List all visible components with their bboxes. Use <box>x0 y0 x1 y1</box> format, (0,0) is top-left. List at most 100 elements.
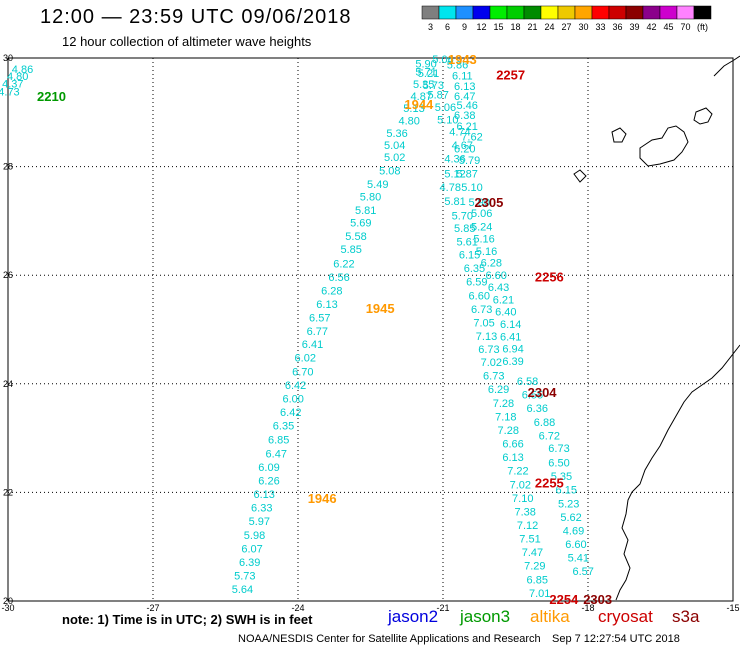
map-grid <box>7 57 734 602</box>
wave-height-value: 6.47 <box>454 91 475 103</box>
wave-height-value: 6.14 <box>500 319 521 331</box>
wave-height-value: 5.16 <box>476 246 497 258</box>
wave-height-value: 7.13 <box>476 331 497 343</box>
colorbar-label: 45 <box>663 22 673 32</box>
axes: -30 -27 -24 -21 -18 -15 20 22 24 26 28 30 <box>1 53 739 613</box>
wave-height-value: 7.12 <box>517 520 538 532</box>
colorbar-swatch <box>625 5 644 20</box>
wave-height-value: 6.21 <box>456 121 477 133</box>
x-tick-label: -15 <box>726 603 739 613</box>
y-tick-label: 28 <box>3 162 13 172</box>
colorbar-label: 3 <box>428 22 433 32</box>
wave-height-value: 5.06 <box>432 54 453 66</box>
track-time-label: 2305 <box>474 195 503 210</box>
track-time-label: 2254 <box>549 592 579 607</box>
x-tick-label: -24 <box>291 603 304 613</box>
wave-height-value: 5.10 <box>461 182 482 194</box>
wave-height-value: 5.85 <box>340 244 361 256</box>
wave-height-value: 4.69 <box>563 525 584 537</box>
wave-height-value: 5.16 <box>473 233 494 245</box>
wave-height-value: 6.58 <box>517 376 538 388</box>
wave-height-value: 4.37 <box>2 79 23 91</box>
wave-height-value: 5.73 <box>423 80 444 92</box>
colorbar-swatch <box>523 5 542 20</box>
wave-height-value: 6.60 <box>469 290 490 302</box>
wave-height-value: 7.47 <box>522 547 543 559</box>
y-tick-label: 26 <box>3 270 13 280</box>
track-time-label: 2256 <box>535 269 564 284</box>
wave-height-value: 6.13 <box>316 299 337 311</box>
wave-height-value: 4.74 <box>449 126 470 138</box>
wave-height-value: 7.02 <box>481 357 502 369</box>
canary-island-2 <box>693 107 713 125</box>
track-time-labels: 2210 1943 1945 1946 2257 2256 2255 2254 2305 2304… <box>37 52 612 607</box>
track-time-label: 1944 <box>404 97 434 112</box>
wave-height-value: 5.80 <box>360 191 381 203</box>
wave-height-value: 6.21 <box>493 295 514 307</box>
colorbar: 3 6 9 12 15 18 21 24 27 30 33 36 39 42 45 70 (ft) <box>421 5 712 32</box>
track-time-label: 2304 <box>528 385 558 400</box>
colorbar-label: 6 <box>445 22 450 32</box>
wave-height-value: 5.58 <box>345 231 366 243</box>
wave-height-value: 6.09 <box>258 462 279 474</box>
wave-height-value: 5.90 <box>469 197 490 209</box>
legend-s3a: s3a <box>672 607 700 626</box>
wave-height-value: 6.88 <box>534 417 555 429</box>
wave-height-value: 7.38 <box>514 506 535 518</box>
colorbar-label: 42 <box>646 22 656 32</box>
canary-island-1 <box>639 125 689 167</box>
wave-height-value: 6.41 <box>302 339 323 351</box>
colorbar-swatch <box>472 5 491 20</box>
wave-height-value: 7.05 <box>473 317 494 329</box>
colorbar-swatch <box>455 5 474 20</box>
wave-height-value: 5.41 <box>568 553 589 565</box>
colorbar-swatch <box>489 5 508 20</box>
colorbar-label: 30 <box>578 22 588 32</box>
canary-island-5 <box>713 55 740 77</box>
wave-height-value: 6.66 <box>502 439 523 451</box>
colorbar-label: 70 <box>680 22 690 32</box>
canary-island-4 <box>573 169 587 183</box>
wave-height-value: 6.00 <box>282 393 303 405</box>
wave-height-value: 6.85 <box>268 435 289 447</box>
wave-height-value: 6.47 <box>266 448 287 460</box>
colorbar-label: 12 <box>476 22 486 32</box>
x-tick-label: -21 <box>436 603 449 613</box>
footer-note: note: 1) Time is in UTC; 2) SWH is in fe… <box>62 612 313 627</box>
wave-height-value: 6.85 <box>527 574 548 586</box>
footer-credit: NOAA/NESDIS Center for Satellite Applica… <box>238 633 541 645</box>
wave-height-value: 7.29 <box>524 561 545 573</box>
x-tick-label: -27 <box>146 603 159 613</box>
wave-height-value: 5.06 <box>471 208 492 220</box>
wave-height-value: 4.78 <box>440 182 461 194</box>
wave-height-value: 5.06 <box>435 102 456 114</box>
wave-height-value: 6.40 <box>495 307 516 319</box>
wave-height-value: 5.87 <box>427 89 448 101</box>
africa-coastline <box>615 344 740 601</box>
wave-height-value: 6.26 <box>258 475 279 487</box>
wave-height-value: 6.38 <box>454 110 475 122</box>
colorbar-label: 36 <box>612 22 622 32</box>
wave-height-value: 6.59 <box>466 277 487 289</box>
wave-height-value: 6.15 <box>459 250 480 262</box>
wave-height-value: 6.33 <box>251 503 272 515</box>
wave-height-value: 4.86 <box>12 64 33 76</box>
wave-height-value: 6.73 <box>471 304 492 316</box>
colorbar-swatch <box>642 5 661 20</box>
wave-height-value: 6.56 <box>328 272 349 284</box>
wave-height-value: 7.28 <box>498 425 519 437</box>
legend-jason3: jason3 <box>460 607 511 626</box>
colorbar-label: 21 <box>527 22 537 32</box>
wave-height-value: 4.67 <box>452 140 473 152</box>
wave-height-value: 6.60 <box>565 539 586 551</box>
track-time-label: 2257 <box>496 67 525 82</box>
wave-height-value: 5.69 <box>350 218 371 230</box>
colorbar-swatch <box>438 5 457 20</box>
wave-height-value: 6.73 <box>548 443 569 455</box>
wave-height-value: 6.57 <box>572 566 593 578</box>
wave-height-value: 6.70 <box>292 366 313 378</box>
colorbar-label: (ft) <box>697 22 708 32</box>
track-time-label: 2210 <box>37 89 66 104</box>
colorbar-swatch <box>693 5 712 20</box>
colorbar-swatch <box>608 5 627 20</box>
